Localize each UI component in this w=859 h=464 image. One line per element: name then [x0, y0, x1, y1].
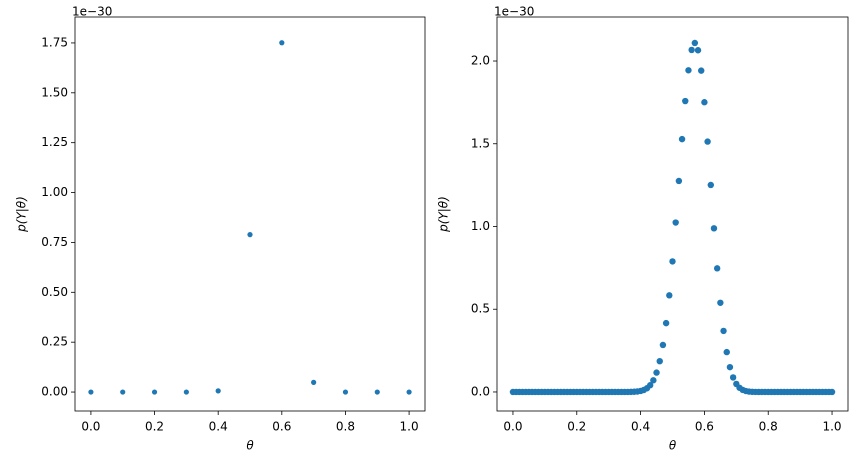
y-tick-label: 0.75: [41, 235, 68, 249]
point: [691, 39, 699, 47]
point: [650, 377, 657, 384]
point: [698, 67, 705, 74]
y-tick-label: 1.00: [41, 185, 68, 199]
point: [666, 292, 673, 299]
point: [646, 382, 654, 389]
point: [151, 389, 158, 395]
y-tick-label: 0.0: [471, 384, 490, 398]
point: [685, 67, 692, 74]
point: [710, 225, 718, 232]
x-tick-label: 0.4: [631, 420, 650, 434]
point: [723, 348, 730, 356]
y-tick-label: 1.0: [471, 219, 490, 233]
point: [675, 177, 683, 185]
x-axis-label: θ: [669, 439, 677, 453]
point: [247, 232, 253, 238]
x-tick-label: 0.8: [336, 420, 355, 434]
point: [653, 369, 660, 376]
x-axis-label: θ: [246, 439, 254, 453]
x-tick-label: 1.0: [822, 420, 841, 434]
point: [656, 357, 663, 365]
point: [374, 389, 380, 395]
y-axis-label: p(Y|θ): [437, 196, 451, 233]
point: [704, 138, 711, 145]
point: [713, 265, 721, 272]
point: [279, 40, 285, 46]
point: [701, 99, 708, 106]
point: [669, 258, 676, 265]
point: [729, 374, 737, 381]
point: [828, 388, 836, 396]
point: [682, 97, 689, 105]
y-tick-label: 0.00: [41, 385, 68, 399]
x-tick-label: 0.2: [145, 420, 164, 434]
axes-frame: [496, 16, 849, 412]
y-tick-label: 0.25: [41, 335, 68, 349]
x-tick-label: 0.4: [209, 420, 228, 434]
y-tick-label: 0.5: [471, 302, 490, 316]
point: [717, 299, 724, 306]
point: [659, 341, 667, 349]
point: [726, 363, 734, 371]
y-tick-label: 1.75: [41, 35, 68, 49]
point: [694, 47, 702, 54]
y-axis-label: p(Y|θ): [15, 196, 29, 233]
y-tick-label: 2.0: [471, 54, 490, 68]
point: [406, 389, 412, 395]
offset-text: 1e−30: [494, 5, 534, 19]
y-tick-label: 1.25: [41, 135, 68, 149]
point: [88, 389, 94, 395]
x-tick-label: 0.0: [503, 420, 522, 434]
y-tick-label: 1.5: [471, 136, 490, 150]
point: [672, 219, 679, 226]
point: [183, 389, 189, 395]
x-tick-label: 0.6: [695, 420, 714, 434]
point: [720, 327, 727, 335]
x-tick-label: 1.0: [400, 420, 419, 434]
y-tick-label: 0.50: [41, 285, 68, 299]
point: [215, 388, 221, 394]
x-tick-label: 0.6: [272, 420, 291, 434]
point: [707, 181, 714, 189]
point: [120, 389, 126, 395]
point: [678, 135, 686, 143]
x-tick-label: 0.2: [567, 420, 586, 434]
y-tick-label: 1.50: [41, 85, 68, 99]
point: [688, 46, 695, 54]
point: [342, 389, 349, 395]
point: [662, 319, 670, 327]
offset-text: 1e−30: [72, 5, 112, 19]
point: [311, 379, 317, 385]
x-tick-label: 0.0: [81, 420, 100, 434]
axes-frame: [74, 16, 426, 412]
x-tick-label: 0.8: [759, 420, 778, 434]
